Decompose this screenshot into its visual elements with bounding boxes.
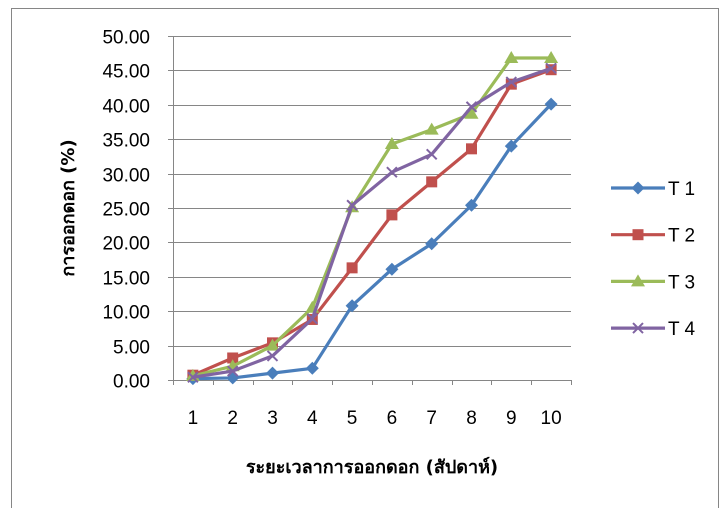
y-tick-label: 20.00 [102, 234, 150, 255]
y-axis-title: การออกดอก (%) [58, 139, 79, 276]
series-1-point-8 [465, 198, 478, 212]
series-4-point-9 [505, 76, 518, 88]
series-4-point-3 [266, 350, 279, 362]
series-3-point-6 [384, 137, 399, 150]
legend-item-2: T 2 [611, 226, 695, 247]
x-tick-label: 2 [227, 408, 238, 429]
series-1-point-9 [504, 139, 518, 153]
y-tick-label: 25.00 [102, 200, 150, 221]
legend-item-3: T 3 [611, 272, 695, 293]
legend-label: T 3 [668, 272, 695, 293]
y-tick-label: 15.00 [102, 269, 150, 290]
axes [168, 36, 572, 385]
x-tick-label: 5 [347, 408, 358, 429]
legend-item-4: T 4 [611, 319, 696, 340]
series-3-line [191, 56, 553, 378]
series-4-point-1 [187, 371, 199, 383]
legend-label: T 2 [668, 226, 695, 247]
legend-marker [632, 322, 644, 334]
series-2-line [191, 68, 553, 377]
y-tick-label: 50.00 [102, 28, 150, 49]
series-2-point-9 [505, 78, 517, 90]
series-1-point-2 [226, 371, 240, 385]
series-layer [185, 51, 559, 386]
legend-marker [631, 274, 645, 287]
series-3-point-7 [424, 122, 439, 135]
series-4-point-6 [386, 166, 398, 178]
series-2 [187, 64, 557, 381]
legend-marker [631, 181, 645, 195]
series-2-point-6 [386, 209, 398, 221]
y-tick-label: 45.00 [102, 62, 150, 83]
y-tick-labels: 0.00 5.00 10.00 15.00 20.00 25.00 30.00 35.00 40… [102, 28, 150, 393]
x-tick-label: 10 [541, 408, 562, 429]
series-3-point-9 [504, 51, 519, 64]
x-tick-label: 8 [466, 408, 477, 429]
x-tick-label: 1 [188, 408, 199, 429]
series-2-point-8 [466, 143, 477, 155]
x-tick-label: 7 [426, 408, 437, 429]
legend: T 1 T 2 T 3 T 4 [611, 179, 696, 340]
series-1-point-10 [544, 97, 558, 111]
series-2-point-2 [227, 352, 239, 364]
series-4 [187, 62, 557, 383]
series-4-point-8 [465, 101, 478, 113]
series-1 [186, 97, 558, 386]
series-2-point-5 [346, 262, 358, 274]
legend-label: T 4 [668, 319, 696, 340]
series-4-point-7 [425, 148, 438, 161]
y-tick-label: 35.00 [102, 131, 150, 152]
series-1-point-3 [266, 366, 279, 380]
x-tick-label: 3 [267, 408, 278, 429]
y-tick-label: 0.00 [113, 372, 150, 393]
series-1-point-7 [425, 237, 439, 251]
series-1-point-6 [385, 262, 399, 276]
series-4-point-10 [545, 62, 557, 75]
y-tick-label: 10.00 [102, 303, 150, 324]
series-4-point-5 [346, 199, 358, 211]
series-3-point-8 [464, 106, 479, 119]
x-tick-label: 4 [307, 408, 318, 429]
x-tick-labels: 1 2 3 4 5 6 7 8 9 10 [188, 408, 562, 429]
series-4-line [191, 66, 553, 379]
legend-label: T 1 [668, 179, 695, 200]
series-1-point-4 [305, 361, 319, 375]
y-tick-label: 30.00 [102, 166, 150, 187]
series-4-point-4 [306, 313, 319, 325]
x-tick-label: 9 [506, 408, 517, 429]
y-tick-label: 5.00 [113, 338, 150, 359]
chart-border [11, 8, 719, 508]
legend-marker [632, 229, 644, 241]
series-1-line [191, 102, 553, 381]
series-3-point-3 [265, 338, 280, 351]
series-3-point-10 [544, 51, 559, 64]
series-4-point-2 [226, 365, 239, 377]
series-2-point-7 [426, 176, 438, 188]
legend-item-1: T 1 [611, 179, 695, 200]
x-axis-title: ระยะเวลาการออกดอก (สัปดาห์) [246, 456, 498, 478]
series-1-point-5 [345, 299, 359, 313]
y-tick-label: 40.00 [102, 97, 150, 118]
x-tick-label: 6 [387, 408, 398, 429]
